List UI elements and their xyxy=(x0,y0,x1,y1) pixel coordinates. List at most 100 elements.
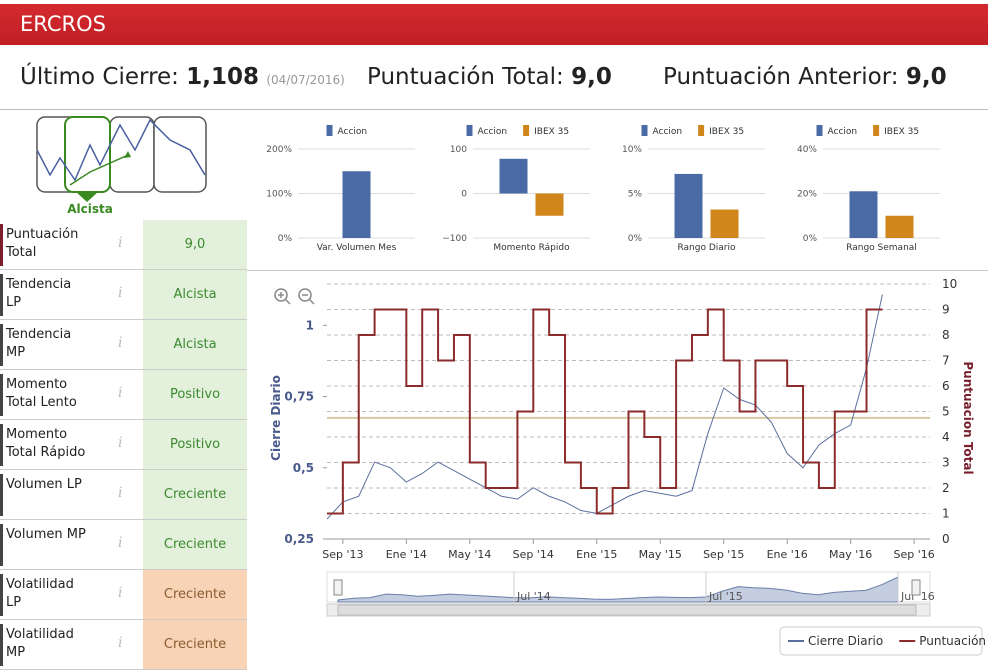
y-tick-label: 0% xyxy=(278,234,293,244)
row-label: Volatilidad MP xyxy=(6,627,74,660)
row-label: Momento Total Lento xyxy=(6,377,77,410)
y2-tick-label: 9 xyxy=(942,303,950,317)
y-tick-label: 0,25 xyxy=(284,532,314,546)
y-tick-label: 0,5 xyxy=(293,461,314,475)
legend-swatch xyxy=(698,125,705,136)
info-icon[interactable]: i xyxy=(118,535,123,551)
legend-label: Puntuación xyxy=(919,634,986,648)
date: (04/07/2016) xyxy=(266,73,345,87)
y-tick-label: 1 xyxy=(306,318,314,332)
title: ERCROS xyxy=(20,12,106,36)
y-tick-label: 0,75 xyxy=(284,390,314,404)
row-label: Tendencia LP xyxy=(6,277,72,310)
info-icon[interactable]: i xyxy=(118,235,123,251)
value: 1,108 xyxy=(186,64,260,90)
separator xyxy=(247,270,988,271)
row-marker xyxy=(0,274,3,316)
x-tick-label: May '15 xyxy=(639,548,682,561)
row-label: Momento Total Rápido xyxy=(6,427,86,460)
x-tick-label: Sep '13 xyxy=(322,548,363,561)
y2-tick-label: 0 xyxy=(942,532,950,546)
series-line xyxy=(326,294,883,520)
y-tick-label: 0 xyxy=(461,190,467,200)
bar xyxy=(849,191,878,238)
info-icon[interactable]: i xyxy=(118,285,123,301)
y2-tick-label: 2 xyxy=(942,481,950,495)
row-marker xyxy=(0,324,3,366)
info-icon[interactable]: i xyxy=(118,485,123,501)
value: 9,0 xyxy=(571,64,612,90)
row-marker xyxy=(0,424,3,466)
x-tick-label: Rango Diario xyxy=(677,243,736,253)
info-icon[interactable]: i xyxy=(118,385,123,401)
navigator-tick-label: Jul '16 xyxy=(900,590,935,603)
label: Último Cierre: xyxy=(20,64,179,90)
x-tick-label: Rango Semanal xyxy=(846,243,917,253)
x-tick-label: Ene '14 xyxy=(386,548,427,561)
y-tick-label: 5% xyxy=(628,190,643,200)
row-marker xyxy=(0,224,3,266)
y2-tick-label: 6 xyxy=(942,379,950,393)
legend-swatch xyxy=(523,125,530,136)
scrollbar-thumb[interactable] xyxy=(337,604,917,616)
y-axis-title: Cierre Diario xyxy=(269,375,283,461)
info-icon[interactable]: i xyxy=(118,635,123,651)
legend-swatch xyxy=(466,125,473,136)
row-value: Creciente xyxy=(143,570,247,619)
row-value: Alcista xyxy=(143,270,247,319)
info-icon[interactable]: i xyxy=(118,435,123,451)
table-row: Tendencia MP i Alcista xyxy=(0,320,247,370)
table-row: Volumen LP i Creciente xyxy=(0,470,247,520)
info-icon[interactable]: i xyxy=(118,335,123,351)
x-tick-label: Sep '16 xyxy=(894,548,935,561)
y-tick-label: 40% xyxy=(797,145,817,155)
label: Puntuación Total: xyxy=(367,64,564,90)
row-label: Volumen LP xyxy=(6,477,82,492)
legend-label: Accion xyxy=(653,127,683,137)
y-tick-label: 0% xyxy=(803,234,818,244)
legend-box xyxy=(779,626,983,656)
legend-label: IBEX 35 xyxy=(709,127,744,137)
row-value: Creciente xyxy=(143,470,247,519)
info-icon[interactable]: i xyxy=(118,585,123,601)
legend-label: IBEX 35 xyxy=(534,127,569,137)
legend-label: Accion xyxy=(478,127,508,137)
header: ERCROS xyxy=(0,4,988,45)
y2-tick-label: 8 xyxy=(942,328,950,342)
row-marker xyxy=(0,524,3,566)
navigator-area xyxy=(337,576,899,603)
navigator-handle[interactable] xyxy=(911,579,921,596)
value: 9,0 xyxy=(905,64,947,90)
bar xyxy=(535,193,564,216)
table-row: Tendencia LP i Alcista xyxy=(0,270,247,320)
y-tick-label: 20% xyxy=(797,190,817,200)
legend-swatch xyxy=(326,125,333,136)
x-tick-label: Ene '16 xyxy=(767,548,808,561)
navigator-handle[interactable] xyxy=(333,579,343,596)
row-label: Puntuación Total xyxy=(6,227,79,260)
x-tick-label: Sep '14 xyxy=(513,548,554,561)
navigator-tick-label: Jul '15 xyxy=(708,590,743,603)
row-marker xyxy=(0,474,3,516)
row-value: Positivo xyxy=(143,370,247,419)
x-tick-label: Var. Volumen Mes xyxy=(317,243,397,253)
bar xyxy=(674,173,703,238)
trend-icon: Alcista xyxy=(36,116,207,216)
row-value: Creciente xyxy=(143,520,247,569)
legend-label: IBEX 35 xyxy=(884,127,919,137)
row-value: Positivo xyxy=(143,420,247,469)
row-marker xyxy=(0,374,3,416)
last-close: Último Cierre: 1,108 (04/07/2016) xyxy=(20,64,345,90)
y-tick-label: 200% xyxy=(266,145,292,155)
y2-axis-title: Puntuacion Total xyxy=(961,361,975,474)
zoom-controls[interactable] xyxy=(274,288,315,305)
x-tick-label: May '16 xyxy=(829,548,872,561)
row-marker xyxy=(0,574,3,616)
y-tick-label: 10% xyxy=(622,145,642,155)
y2-tick-label: 3 xyxy=(942,456,950,470)
label: Puntuación Anterior: xyxy=(663,64,899,90)
legend-swatch xyxy=(641,125,648,136)
total-score: Puntuación Total: 9,0 xyxy=(367,64,612,90)
y2-tick-label: 4 xyxy=(942,430,950,444)
table-row: Momento Total Lento i Positivo xyxy=(0,370,247,420)
